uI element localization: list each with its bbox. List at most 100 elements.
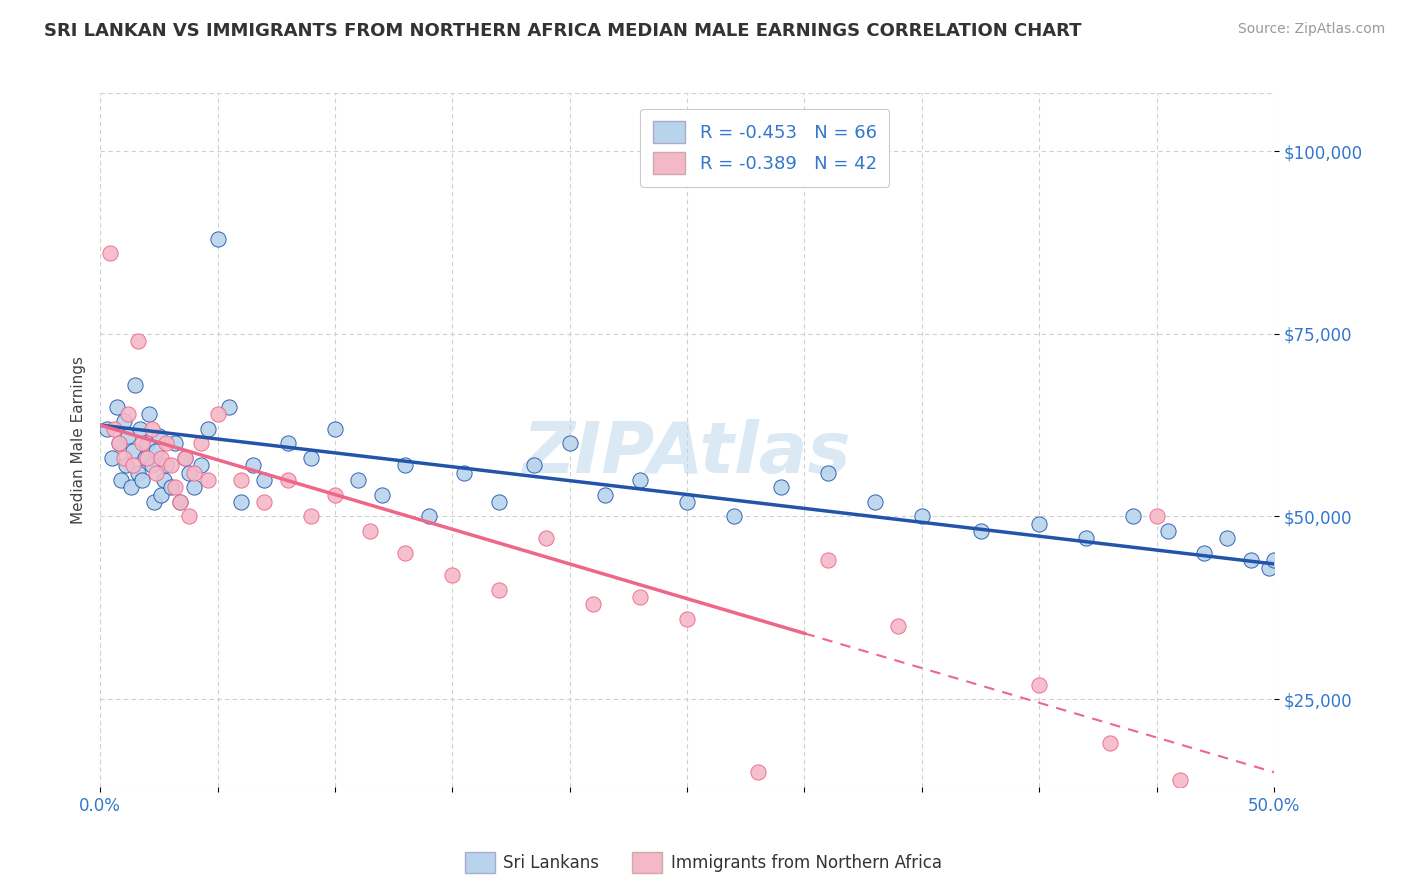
Point <box>1168 772 1191 787</box>
Point <box>183 466 205 480</box>
Point <box>165 436 187 450</box>
Point <box>1157 524 1180 538</box>
Point <box>131 473 153 487</box>
Point <box>150 487 173 501</box>
Point <box>229 473 252 487</box>
Point <box>190 458 212 473</box>
Point <box>129 422 152 436</box>
Point <box>179 509 201 524</box>
Point <box>112 450 135 465</box>
Point <box>108 436 131 450</box>
Point <box>145 443 167 458</box>
Point <box>136 450 159 465</box>
Text: Source: ZipAtlas.com: Source: ZipAtlas.com <box>1237 22 1385 37</box>
Point <box>131 436 153 450</box>
Point <box>863 495 886 509</box>
Point <box>558 436 581 450</box>
Point <box>488 495 510 509</box>
Point <box>136 436 159 450</box>
Point <box>143 495 166 509</box>
Point <box>628 590 651 604</box>
Point <box>1076 532 1098 546</box>
Point <box>145 466 167 480</box>
Point <box>152 473 174 487</box>
Point <box>676 612 699 626</box>
Point <box>179 466 201 480</box>
Point <box>148 429 170 443</box>
Y-axis label: Median Male Earnings: Median Male Earnings <box>72 356 86 524</box>
Point <box>207 232 229 246</box>
Point <box>1028 677 1050 691</box>
Point <box>911 509 934 524</box>
Point <box>371 487 394 501</box>
Point <box>817 466 839 480</box>
Point <box>159 480 181 494</box>
Point <box>676 495 699 509</box>
Point <box>122 458 145 473</box>
Text: ZIPAtlas: ZIPAtlas <box>523 419 851 488</box>
Legend: Sri Lankans, Immigrants from Northern Africa: Sri Lankans, Immigrants from Northern Af… <box>458 846 948 880</box>
Point <box>359 524 381 538</box>
Point <box>488 582 510 597</box>
Legend: R = -0.453   N = 66, R = -0.389   N = 42: R = -0.453 N = 66, R = -0.389 N = 42 <box>640 109 890 187</box>
Point <box>173 450 195 465</box>
Point <box>887 619 910 633</box>
Point <box>159 458 181 473</box>
Point <box>277 473 299 487</box>
Point <box>969 524 991 538</box>
Point <box>124 378 146 392</box>
Point <box>101 450 124 465</box>
Point <box>155 436 177 450</box>
Point <box>169 495 191 509</box>
Point <box>155 458 177 473</box>
Point <box>747 765 769 780</box>
Point <box>394 458 416 473</box>
Point <box>534 532 557 546</box>
Point <box>242 458 264 473</box>
Point <box>183 480 205 494</box>
Point <box>207 407 229 421</box>
Point <box>127 466 149 480</box>
Point <box>582 597 605 611</box>
Point <box>723 509 745 524</box>
Point <box>150 450 173 465</box>
Point <box>122 443 145 458</box>
Point <box>418 509 440 524</box>
Point <box>769 480 792 494</box>
Point <box>323 487 346 501</box>
Point <box>141 458 163 473</box>
Point <box>169 495 191 509</box>
Point <box>134 450 156 465</box>
Point <box>127 334 149 348</box>
Point <box>1263 553 1285 567</box>
Point <box>229 495 252 509</box>
Point <box>394 546 416 560</box>
Point <box>112 414 135 428</box>
Point <box>105 400 128 414</box>
Point <box>253 495 276 509</box>
Point <box>1258 560 1281 574</box>
Point <box>197 422 219 436</box>
Point <box>98 246 121 260</box>
Point <box>453 466 475 480</box>
Point <box>110 473 132 487</box>
Point <box>138 407 160 421</box>
Point <box>141 422 163 436</box>
Point <box>108 436 131 450</box>
Point <box>277 436 299 450</box>
Point <box>117 429 139 443</box>
Point <box>347 473 370 487</box>
Point <box>1146 509 1168 524</box>
Point <box>1216 532 1239 546</box>
Point <box>218 400 240 414</box>
Point <box>115 458 138 473</box>
Point <box>117 407 139 421</box>
Point <box>628 473 651 487</box>
Point <box>165 480 187 494</box>
Point <box>441 568 464 582</box>
Point <box>1028 516 1050 531</box>
Point <box>323 422 346 436</box>
Text: SRI LANKAN VS IMMIGRANTS FROM NORTHERN AFRICA MEDIAN MALE EARNINGS CORRELATION C: SRI LANKAN VS IMMIGRANTS FROM NORTHERN A… <box>44 22 1081 40</box>
Point <box>301 450 323 465</box>
Point <box>301 509 323 524</box>
